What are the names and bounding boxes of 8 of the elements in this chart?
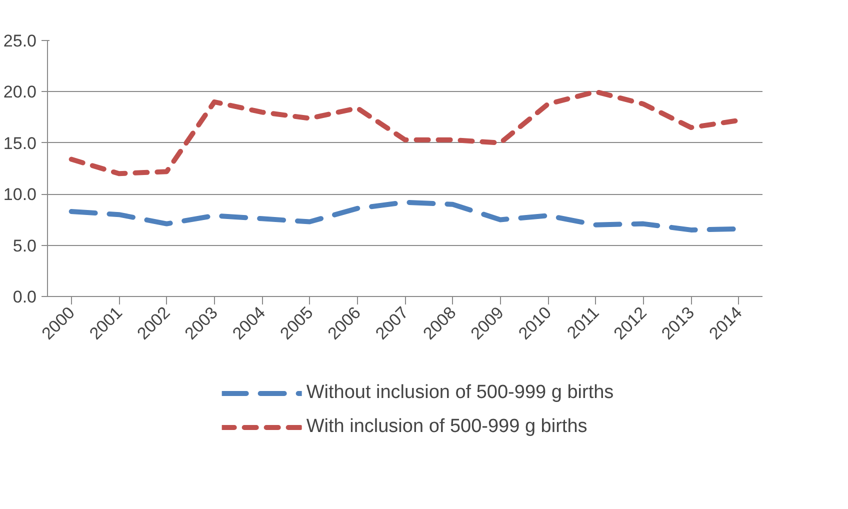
y-tick-label: 0.0 [12, 288, 37, 306]
y-tick-label: 25.0 [3, 32, 37, 50]
y-tick-label: 5.0 [12, 236, 37, 256]
legend-label: With inclusion of 500-999 g births [306, 416, 588, 438]
legend-label: Without inclusion of 500-999 g births [306, 382, 614, 404]
y-tick-label: 15.0 [3, 134, 37, 153]
y-tick-label: 10.0 [3, 185, 37, 204]
y-tick-label: 20.0 [3, 82, 37, 102]
